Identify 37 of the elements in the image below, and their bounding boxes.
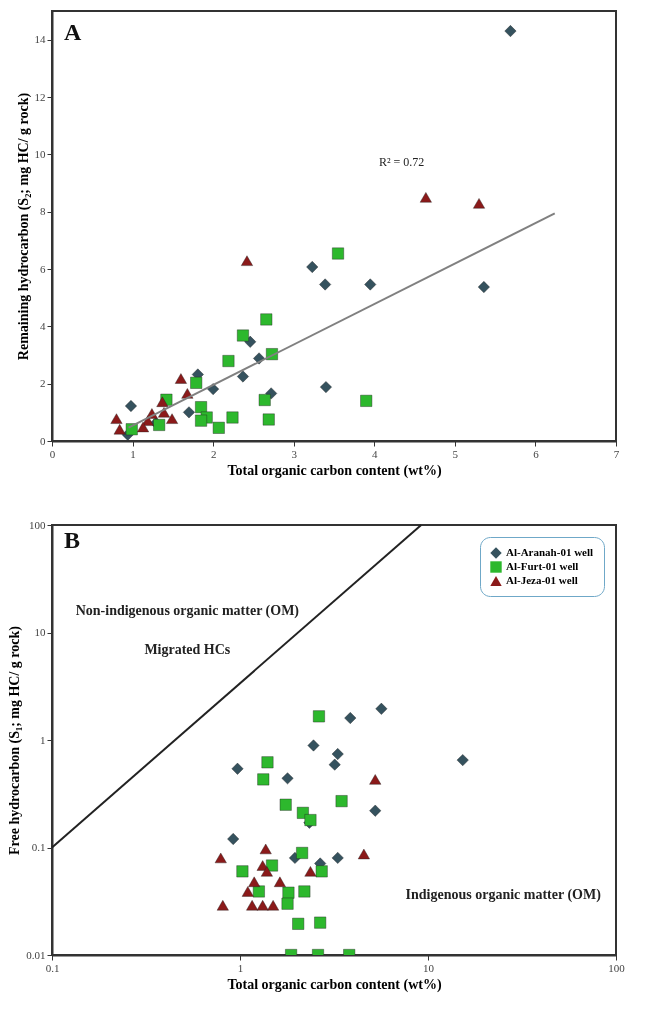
- y-axis-title: Free hydrocarbon (S₁; mg HC/ g rock): [7, 625, 24, 855]
- x-tick-label: 0: [49, 447, 56, 460]
- y-tick-label: 10: [34, 626, 46, 638]
- y-tick-label: 2: [40, 377, 46, 390]
- y-tick-label: 0.01: [26, 948, 46, 961]
- y-tick-label: 8: [40, 205, 46, 218]
- x-tick-label: 1: [237, 961, 244, 974]
- y-tick-label: 4: [40, 319, 46, 332]
- legend-label: Al-Aranah-01 well: [506, 546, 594, 558]
- annotation: Migrated HCs: [144, 641, 231, 657]
- chart-title: B: [64, 527, 81, 553]
- y-tick-label: 6: [40, 262, 46, 275]
- x-tick-label: 10: [423, 961, 435, 974]
- y-axis-title: Remaining hydrocarbon (S₂; mg HC/ g rock): [15, 92, 32, 361]
- annotation: R² = 0.72: [378, 154, 425, 169]
- x-tick-label: 7: [613, 447, 620, 460]
- x-tick-label: 5: [452, 447, 459, 460]
- x-axis-title: Total organic carbon content (wt%): [227, 462, 442, 479]
- x-tick-label: 4: [372, 447, 379, 460]
- x-tick-label: 3: [291, 447, 298, 460]
- legend-label: Al-Furt-01 well: [506, 560, 579, 572]
- x-axis-title: Total organic carbon content (wt%): [227, 976, 442, 993]
- y-tick-label: 10: [34, 147, 46, 160]
- annotation: Non-indigenous organic matter (OM): [75, 603, 300, 619]
- y-tick-label: 14: [34, 33, 46, 46]
- y-tick-label: 0: [40, 434, 46, 447]
- y-tick-label: 0.1: [31, 841, 46, 853]
- y-tick-label: 12: [34, 90, 46, 103]
- x-tick-label: 6: [533, 447, 540, 460]
- y-tick-label: 1: [40, 733, 46, 746]
- y-tick-label: 100: [29, 518, 46, 531]
- x-tick-label: 100: [608, 961, 626, 974]
- chart-title: A: [64, 19, 82, 45]
- x-tick-label: 2: [210, 447, 217, 460]
- x-tick-label: 1: [130, 447, 136, 460]
- legend-label: Al-Jeza-01 well: [506, 574, 578, 586]
- annotation: Indigenous organic matter (OM): [405, 886, 602, 903]
